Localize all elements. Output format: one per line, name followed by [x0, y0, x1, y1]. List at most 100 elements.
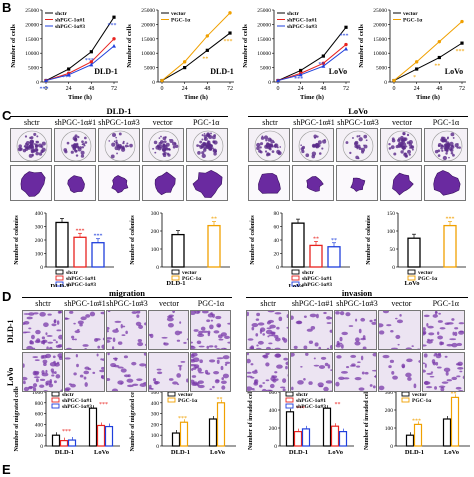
cell-blob — [360, 337, 366, 341]
row-label-lovo: LoVo — [6, 367, 15, 386]
invasion-col-label-1: shPGC-1α#1 — [291, 299, 334, 308]
colony-zoom-dld1-2 — [98, 165, 140, 201]
cell-blob — [180, 360, 186, 363]
cell-blob — [144, 343, 146, 346]
cell-blob — [222, 355, 230, 360]
cell-blob — [111, 346, 115, 349]
cell-blob — [212, 385, 215, 389]
cell-blob — [291, 353, 295, 357]
cell-blob — [318, 346, 322, 349]
cell-blob — [92, 371, 96, 374]
invasion-col-label-2: shPGC-1α#3 — [336, 299, 378, 308]
y-tick-label: 400 — [151, 401, 160, 407]
significance-mark: ** — [451, 391, 457, 397]
y-tick-label: 5000 — [376, 66, 387, 72]
cell-blob — [100, 311, 104, 315]
cell-blob — [337, 342, 343, 345]
y-tick-label: 20000 — [141, 22, 155, 28]
colony-dot — [318, 152, 322, 155]
colony-dot — [203, 143, 206, 146]
cell-blob — [423, 369, 426, 373]
y-tick-label: 200 — [35, 433, 44, 439]
cell-blob — [451, 318, 455, 321]
migration-col-label-4: PGC-1α — [197, 299, 225, 308]
y-tick-label: 200 — [151, 229, 160, 235]
cell-blob — [451, 342, 458, 348]
cell-blob — [40, 355, 45, 359]
y-tick-label: 300 — [151, 211, 160, 217]
cell-blob — [249, 346, 255, 349]
legend-label: shctr — [287, 11, 299, 17]
cell-blob — [32, 387, 37, 391]
y-axis-label: Number of cells — [126, 24, 133, 68]
cell-blob — [102, 358, 104, 361]
y-tick-label: 0 — [274, 444, 277, 450]
cell-blob — [309, 313, 317, 318]
panel-letter-e: E — [2, 462, 11, 477]
bar — [309, 244, 323, 268]
bar — [413, 423, 423, 447]
colony-dot — [363, 144, 365, 147]
cell-blob — [191, 345, 194, 348]
colony-dot — [276, 146, 279, 149]
cell-blob — [444, 355, 448, 358]
colony-dot — [201, 134, 204, 137]
panel-letter-b: B — [2, 0, 12, 15]
y-tick-label: 50 — [390, 247, 396, 253]
colony-dot — [163, 140, 167, 144]
cell-blob — [286, 314, 288, 319]
cell-blob — [73, 372, 77, 376]
cell-blob — [120, 323, 123, 329]
cell-blob — [186, 338, 188, 341]
colony-blob — [392, 172, 414, 196]
series-line — [161, 12, 231, 81]
cell-blob — [42, 340, 46, 343]
y-tick-label: 5000 — [28, 66, 39, 72]
colony-plate-lovo-1 — [292, 128, 334, 162]
cell-blob — [436, 331, 440, 336]
cell-blob — [313, 364, 320, 367]
row-label-dld1: DLD-1 — [6, 319, 15, 343]
colony-dot — [154, 151, 157, 154]
cell-blob — [79, 374, 84, 378]
significance-mark: *** — [178, 416, 187, 422]
cell-blob — [114, 320, 122, 323]
colony-dot — [204, 138, 206, 140]
colony-dot — [445, 152, 448, 155]
colony-col-label-lovo-0: shctr — [262, 118, 278, 127]
y-tick-label: 20 — [274, 252, 280, 258]
legend-label: PGC-1α — [403, 18, 423, 24]
cell-blob — [23, 313, 30, 315]
cell-blob — [432, 361, 437, 366]
cell-blob — [371, 369, 376, 372]
cell-blob — [56, 320, 60, 325]
cell-blob — [53, 380, 57, 384]
cell-blob — [192, 367, 197, 370]
colony-dot — [127, 145, 129, 148]
cell-blob — [52, 355, 56, 359]
colony-dot — [365, 139, 368, 142]
cell-blob — [341, 331, 348, 336]
cell-blob — [47, 313, 52, 316]
y-tick-label: 5000 — [144, 66, 155, 72]
y-tick-label: 400 — [269, 408, 278, 414]
colony-dot — [129, 143, 133, 148]
cell-blob — [34, 371, 39, 376]
cell-blob — [262, 382, 266, 384]
cell-blob — [451, 376, 458, 381]
colony-dot — [75, 154, 79, 157]
cell-blob — [263, 354, 269, 359]
x-tick-label: LoVo — [328, 449, 343, 456]
x-tick-label: 24 — [414, 86, 420, 92]
cell-blob — [275, 353, 281, 358]
cell-blob — [326, 316, 332, 320]
y-tick-label: 25000 — [257, 8, 271, 14]
cell-blob — [440, 386, 445, 391]
colony-dot — [408, 139, 413, 145]
y-tick-label: 100 — [151, 433, 160, 439]
cell-blob — [436, 366, 442, 369]
cell-blob — [76, 363, 79, 368]
legend-label: PGC-1α — [182, 276, 202, 282]
data-point — [344, 42, 348, 47]
y-tick-label: 80 — [274, 211, 280, 217]
